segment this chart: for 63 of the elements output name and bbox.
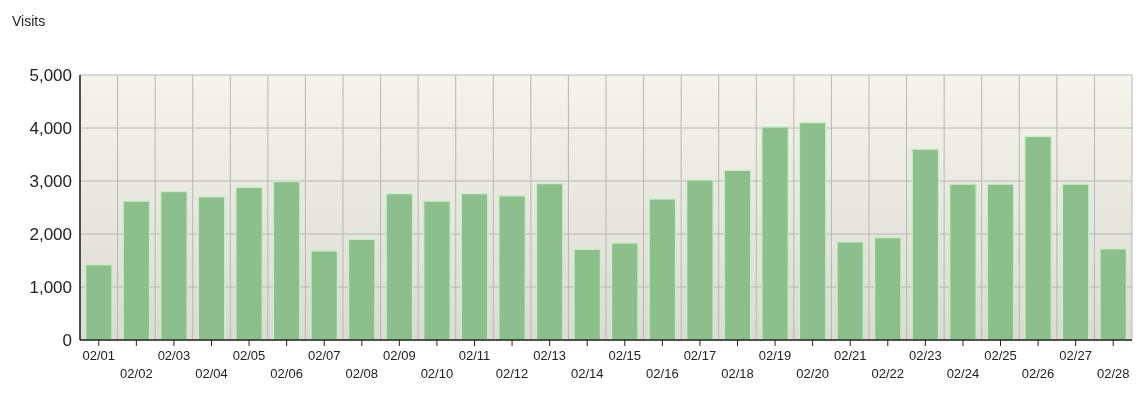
x-tick-label: 02/17 [683, 348, 717, 363]
bar [535, 183, 564, 341]
bar [235, 186, 263, 341]
bar [798, 122, 827, 341]
bar [423, 200, 451, 341]
bar [573, 248, 601, 341]
bar [460, 193, 489, 341]
x-tick-label: 02/24 [946, 366, 980, 381]
x-tick-label: 02/08 [345, 366, 379, 381]
bar [1061, 183, 1090, 341]
x-tick-label: 02/10 [420, 366, 454, 381]
bar [911, 148, 940, 341]
bar [85, 264, 113, 341]
bar [160, 191, 188, 341]
x-tick-label: 02/26 [1021, 366, 1055, 381]
x-tick-label: 02/11 [458, 348, 491, 363]
x-tick-label: 02/03 [157, 348, 191, 363]
bar [761, 126, 789, 341]
x-tick-label: 02/22 [871, 366, 905, 381]
y-tick-label: 5,000 [29, 65, 72, 85]
bar [1024, 135, 1052, 341]
x-tick-label: 02/14 [570, 366, 604, 381]
x-tick-label: 02/23 [909, 348, 942, 363]
bar [498, 195, 526, 341]
x-tick-label: 02/27 [1059, 348, 1092, 363]
x-tick-label: 02/18 [721, 366, 754, 381]
x-tick-label: 02/16 [646, 366, 679, 381]
x-tick-label: 02/05 [232, 348, 266, 363]
bar [385, 193, 414, 341]
y-tick-label: 0 [62, 330, 72, 350]
bar [686, 179, 714, 341]
bar [723, 169, 752, 341]
bar [874, 237, 902, 341]
x-tick-label: 02/19 [758, 348, 792, 363]
x-tick-label: 02/28 [1096, 366, 1130, 381]
x-tick-label: 02/07 [307, 348, 341, 363]
x-tick-label: 02/15 [608, 348, 642, 363]
bar [836, 241, 864, 341]
bar [611, 242, 639, 341]
y-tick-label: 2,000 [29, 224, 72, 244]
y-tick-label: 3,000 [29, 171, 72, 191]
y-tick-label: 4,000 [29, 118, 72, 138]
bar [197, 196, 226, 341]
bar [648, 198, 677, 341]
x-tick-label: 02/06 [270, 366, 303, 381]
x-tick-label: 02/13 [533, 348, 566, 363]
x-tick-label: 02/21 [833, 348, 867, 363]
x-tick-label: 02/09 [383, 348, 416, 363]
bar [348, 238, 376, 341]
bar [1099, 248, 1127, 341]
bar [986, 183, 1015, 341]
x-tick-label: 02/25 [984, 348, 1017, 363]
x-tick-label: 02/12 [495, 366, 529, 381]
bar [122, 200, 151, 341]
bar [272, 180, 301, 341]
y-axis-title: Visits [12, 13, 46, 29]
bar [949, 183, 977, 341]
x-tick-label: 02/04 [195, 366, 228, 381]
y-tick-label: 1,000 [29, 277, 72, 297]
bar [310, 250, 338, 341]
x-tick-label: 02/02 [120, 366, 153, 381]
x-tick-label: 02/20 [796, 366, 829, 381]
x-tick-label: 02/01 [82, 348, 116, 363]
